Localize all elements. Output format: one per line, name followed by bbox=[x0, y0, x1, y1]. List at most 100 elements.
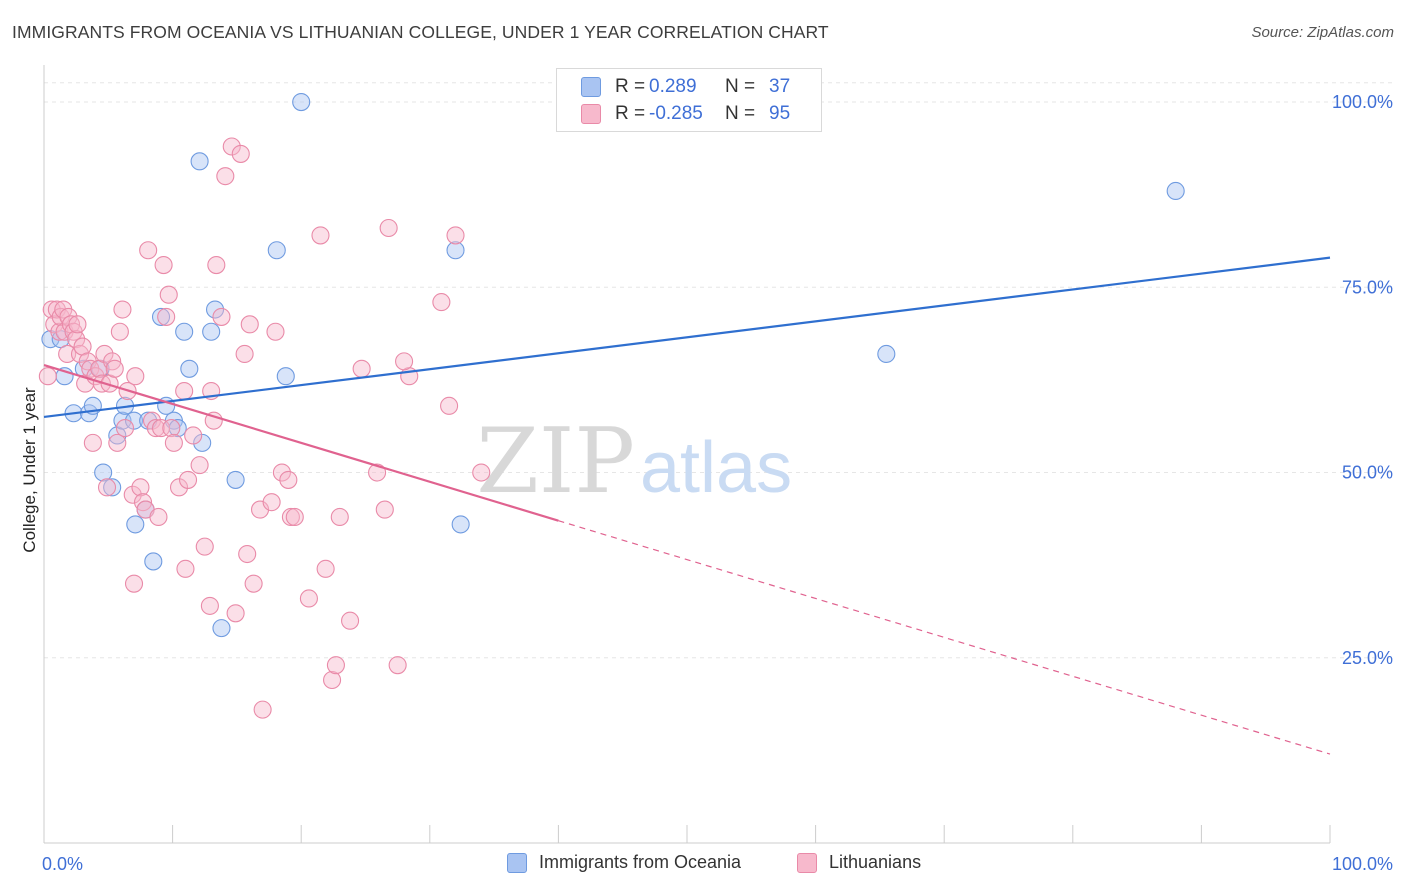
data-point bbox=[311, 226, 330, 245]
data-point bbox=[222, 137, 241, 156]
r-value: -0.285 bbox=[649, 103, 703, 124]
legend-label-oceania: Immigrants from Oceania bbox=[539, 852, 742, 872]
data-point bbox=[123, 485, 142, 504]
correlation-legend: R = 0.289 N = 37 R = -0.285 N = 95 bbox=[556, 68, 822, 132]
data-point bbox=[176, 559, 195, 578]
y-tick-label: 50.0% bbox=[1342, 463, 1393, 483]
data-point bbox=[175, 381, 194, 401]
data-point bbox=[146, 419, 165, 438]
data-point bbox=[395, 352, 414, 371]
data-point bbox=[207, 256, 226, 275]
data-point bbox=[97, 478, 117, 497]
data-point bbox=[190, 152, 209, 171]
data-point bbox=[379, 218, 398, 238]
data-point bbox=[68, 315, 87, 334]
n-value: 95 bbox=[769, 103, 791, 124]
trend-line bbox=[43, 256, 1331, 419]
data-point bbox=[285, 507, 304, 527]
data-point bbox=[440, 396, 459, 415]
r-label: R = bbox=[615, 76, 646, 97]
trend-line-extrapolated bbox=[558, 520, 1331, 755]
data-point bbox=[231, 144, 250, 163]
data-point bbox=[279, 470, 298, 489]
data-point bbox=[38, 367, 57, 386]
legend-swatch-oceania bbox=[507, 852, 527, 873]
data-point bbox=[70, 344, 90, 364]
data-point bbox=[175, 322, 194, 341]
y-tick-label: 25.0% bbox=[1342, 648, 1393, 668]
r-value: 0.289 bbox=[649, 76, 697, 97]
data-point bbox=[205, 300, 225, 319]
n-label: N = bbox=[725, 103, 756, 124]
legend-swatch-lithuanians bbox=[797, 852, 817, 873]
data-point bbox=[352, 359, 371, 378]
data-point bbox=[195, 537, 214, 556]
y-tick-label: 75.0% bbox=[1342, 277, 1393, 297]
data-point bbox=[272, 463, 291, 482]
data-point bbox=[41, 330, 60, 349]
legend-swatch-lithuanians bbox=[581, 104, 601, 124]
data-point bbox=[368, 463, 387, 482]
data-point bbox=[262, 493, 281, 512]
series-lithuanians bbox=[38, 137, 491, 719]
data-point bbox=[124, 411, 144, 430]
data-point bbox=[877, 344, 896, 364]
watermark-atlas: atlas bbox=[640, 428, 792, 508]
legend-label-lithuanians: Lithuanians bbox=[829, 852, 922, 872]
data-point bbox=[103, 478, 122, 497]
data-point bbox=[131, 478, 150, 497]
data-point bbox=[180, 359, 199, 378]
legend-item-lithuanians[interactable]: Lithuanians bbox=[797, 852, 921, 873]
n-label: N = bbox=[725, 76, 756, 97]
gridlines bbox=[44, 82, 1395, 659]
tick-labels: 25.0% 50.0% 75.0% 100.0% 0.0% 100.0% bbox=[42, 92, 1393, 874]
x-tick-label: 100.0% bbox=[1332, 854, 1393, 874]
data-point bbox=[83, 433, 102, 452]
data-point bbox=[184, 426, 203, 445]
data-point bbox=[226, 604, 245, 623]
data-point bbox=[267, 241, 286, 260]
data-point bbox=[1166, 181, 1185, 201]
data-point bbox=[266, 322, 285, 341]
data-point bbox=[149, 507, 168, 527]
data-point bbox=[124, 574, 144, 593]
data-point bbox=[326, 656, 345, 675]
data-point bbox=[178, 470, 198, 489]
data-point bbox=[316, 559, 335, 578]
data-point bbox=[253, 700, 272, 719]
trend-line bbox=[43, 364, 559, 522]
data-point bbox=[472, 463, 491, 482]
data-point bbox=[226, 470, 245, 489]
legend-row-lithuanians: R = -0.285 N = 95 bbox=[581, 102, 790, 126]
data-point bbox=[108, 433, 127, 452]
chart-title: IMMIGRANTS FROM OCEANIA VS LITHUANIAN CO… bbox=[12, 22, 829, 42]
data-point bbox=[235, 344, 254, 364]
legend-row-oceania: R = 0.289 N = 37 bbox=[581, 75, 790, 99]
watermark: ZIP atlas bbox=[476, 409, 792, 514]
data-point bbox=[212, 619, 231, 638]
data-point bbox=[164, 433, 183, 452]
data-point bbox=[451, 515, 470, 534]
data-point bbox=[162, 419, 181, 438]
data-point bbox=[144, 552, 163, 571]
series-oceania bbox=[41, 92, 1185, 638]
data-point bbox=[51, 307, 70, 326]
data-point bbox=[169, 478, 189, 497]
n-value: 37 bbox=[769, 76, 791, 97]
series-legend: Immigrants from Oceania Lithuanians bbox=[0, 852, 1406, 878]
legend-item-oceania[interactable]: Immigrants from Oceania bbox=[507, 852, 741, 873]
data-point bbox=[240, 315, 259, 334]
data-point bbox=[190, 456, 209, 475]
data-point bbox=[58, 344, 77, 364]
data-point bbox=[133, 493, 153, 512]
source-label: Source: ZipAtlas.com bbox=[1251, 24, 1394, 41]
legend-swatch-oceania bbox=[581, 77, 601, 97]
data-point bbox=[216, 167, 235, 186]
data-point bbox=[110, 322, 129, 341]
watermark-zip: ZIP bbox=[476, 409, 635, 514]
r-label: R = bbox=[615, 103, 646, 124]
data-point bbox=[103, 352, 122, 371]
data-point bbox=[126, 367, 145, 386]
data-point bbox=[151, 419, 171, 438]
